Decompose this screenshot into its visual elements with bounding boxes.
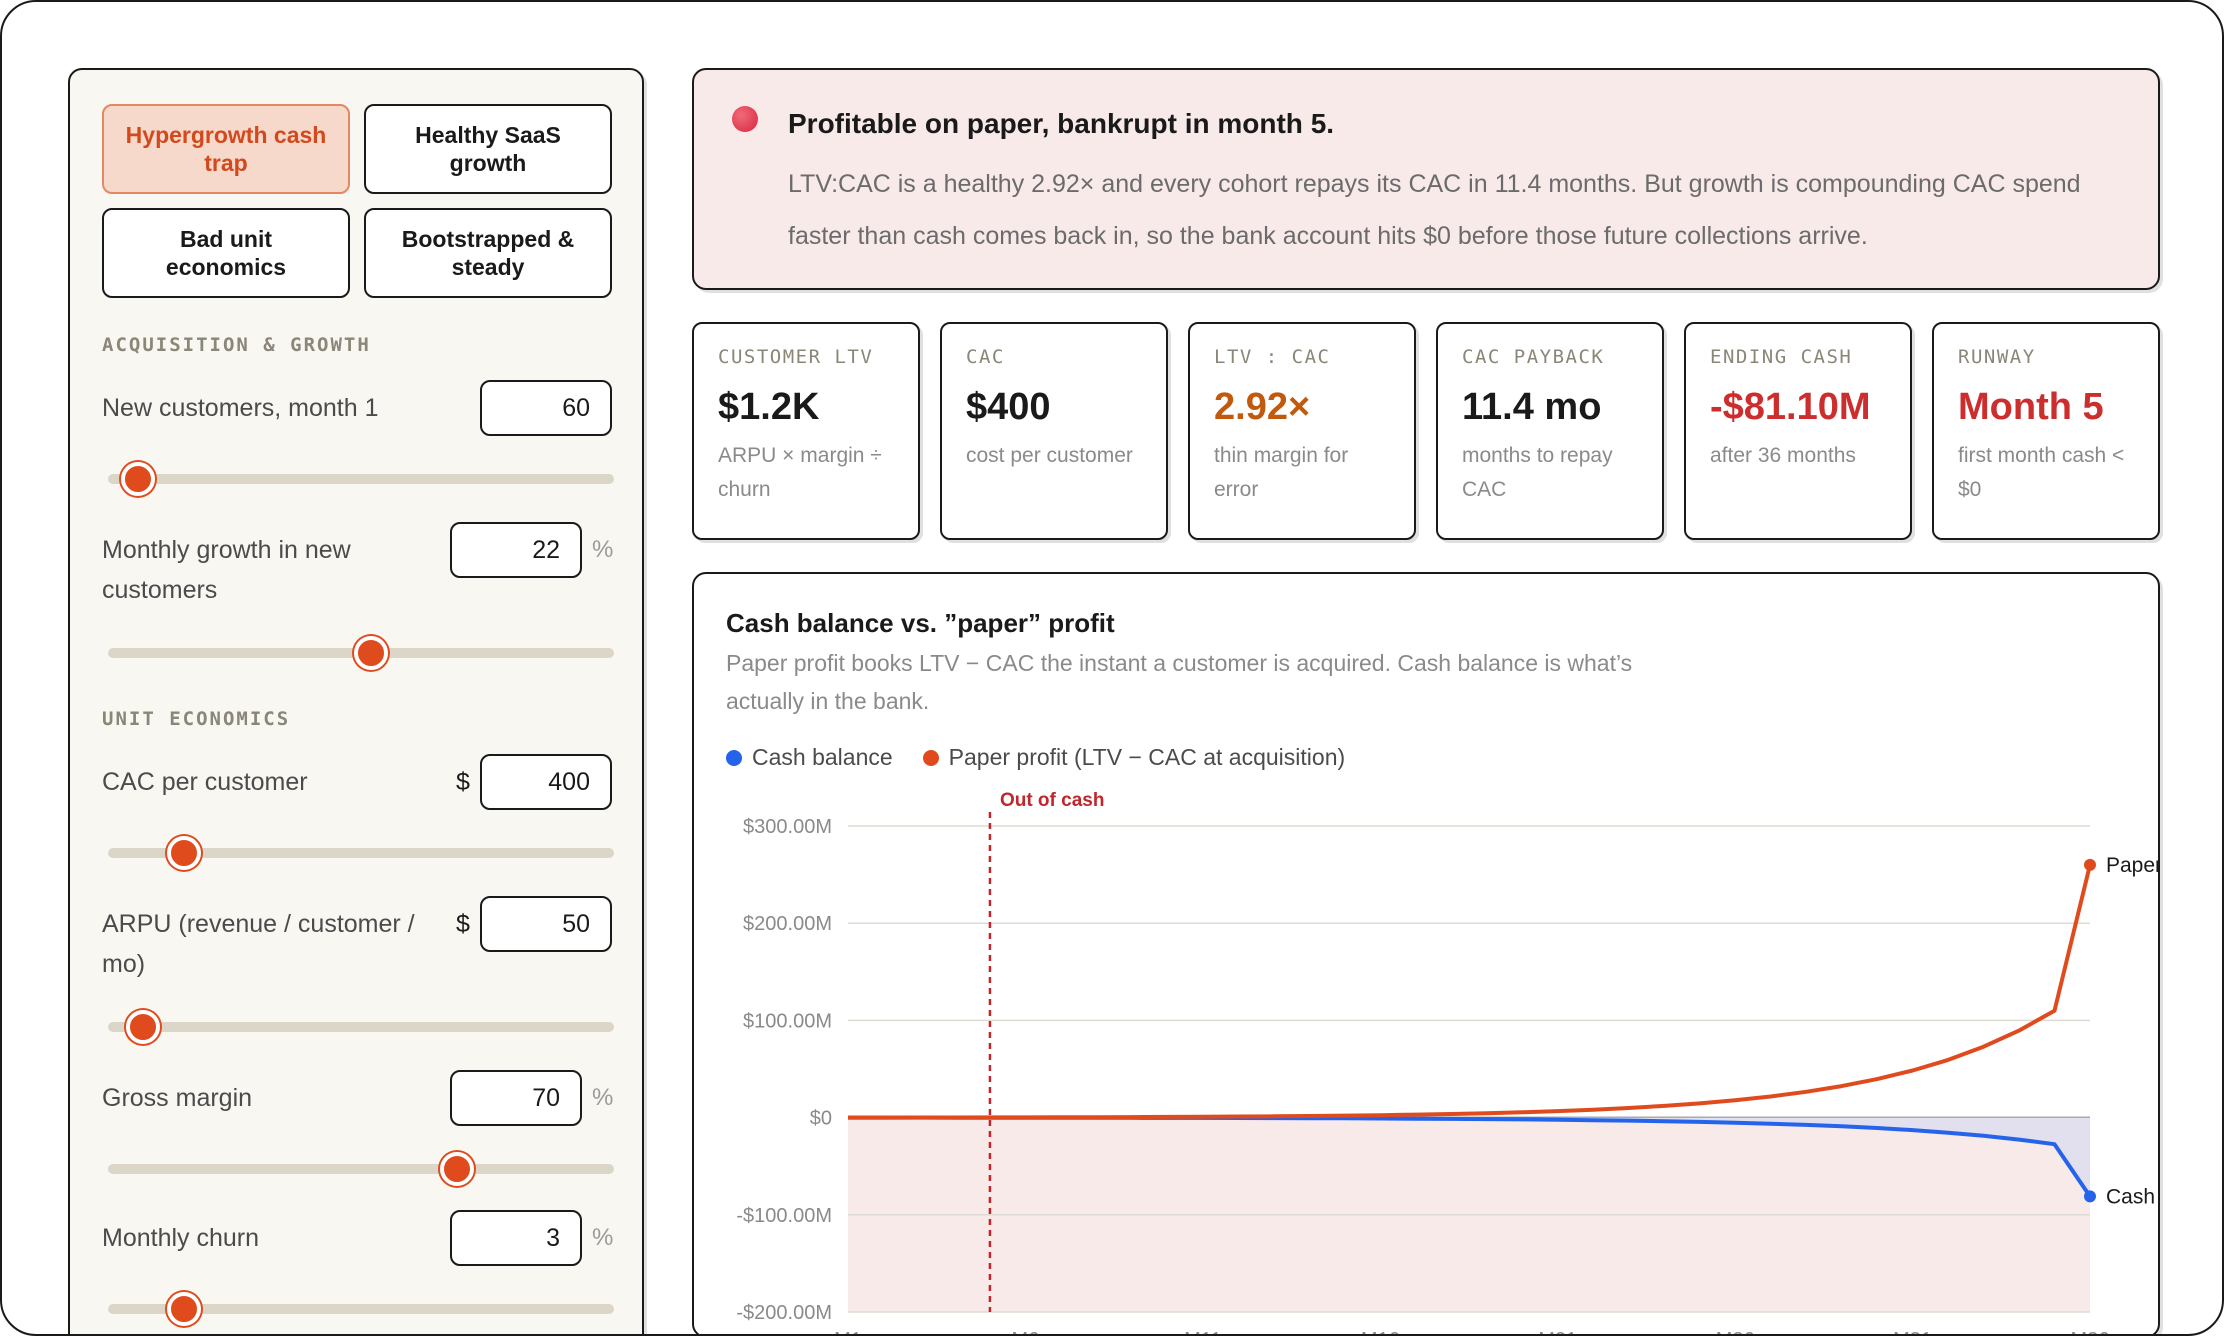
gross-margin-unit: % bbox=[592, 1084, 614, 1111]
controls-panel: Hypergrowth cash trap Healthy SaaS growt… bbox=[68, 68, 644, 1334]
legend-label-paper: Paper profit (LTV − CAC at acquisition) bbox=[948, 744, 1346, 770]
churn-input[interactable]: 3 bbox=[450, 1210, 582, 1266]
gross-margin-slider[interactable] bbox=[108, 1152, 614, 1186]
chart-card: Cash balance vs. ”paper” profit Paper pr… bbox=[692, 572, 2160, 1336]
metric-caption: ARPU × margin ÷ churn bbox=[718, 444, 882, 501]
metric-value: Month 5 bbox=[1958, 386, 2104, 428]
x-tick-label: M16 bbox=[1361, 1329, 1400, 1336]
arpu-input[interactable]: 50 bbox=[480, 896, 612, 952]
gross-margin-input[interactable]: 70 bbox=[450, 1070, 582, 1126]
cac-slider-thumb[interactable] bbox=[166, 836, 201, 870]
y-tick-label: -$200.00M bbox=[736, 1302, 832, 1324]
cac-input[interactable]: 400 bbox=[480, 754, 612, 810]
x-tick-label: M21 bbox=[1538, 1329, 1577, 1336]
legend-item-cash: Cash balance bbox=[726, 744, 893, 771]
metric-caption: months to repay CAC bbox=[1462, 444, 1613, 501]
metric-card-ltv: CUSTOMER LTV $1.2K ARPU × margin ÷ churn bbox=[692, 322, 920, 540]
churn-label: Monthly churn bbox=[102, 1224, 260, 1252]
metric-card-ending-cash: ENDING CASH -$81.10M after 36 months bbox=[1684, 322, 1912, 540]
metric-card-cac: CAC $400 cost per customer bbox=[940, 322, 1168, 540]
out-of-cash-label: Out of cash bbox=[1000, 790, 1105, 811]
paper-profit-line bbox=[848, 864, 2092, 1120]
growth-unit: % bbox=[592, 536, 614, 563]
x-tick-label: M1 bbox=[834, 1329, 862, 1336]
metric-label: CUSTOMER LTV bbox=[718, 346, 874, 368]
metric-caption: thin margin for error bbox=[1214, 444, 1349, 501]
chart-legend: Cash balance Paper profit (LTV − CAC at … bbox=[726, 744, 1345, 771]
legend-swatch-cash bbox=[726, 749, 742, 766]
preset-hypergrowth-button[interactable]: Hypergrowth cash trap bbox=[102, 104, 350, 194]
metric-value: $1.2K bbox=[718, 386, 820, 428]
metric-label: ENDING CASH bbox=[1710, 346, 1853, 368]
growth-input[interactable]: 22 bbox=[450, 522, 582, 578]
x-tick-label: M36 bbox=[2071, 1329, 2110, 1336]
new-customers-slider[interactable] bbox=[108, 462, 614, 496]
alert-indicator-icon bbox=[732, 106, 758, 132]
arpu-slider[interactable] bbox=[108, 1010, 614, 1044]
preset-healthy-saas-button[interactable]: Healthy SaaS growth bbox=[364, 104, 612, 194]
growth-slider[interactable] bbox=[108, 636, 614, 670]
legend-item-paper: Paper profit (LTV − CAC at acquisition) bbox=[922, 744, 1346, 771]
metric-label: CAC PAYBACK bbox=[1462, 346, 1605, 368]
section-acquisition-growth: ACQUISITION & GROWTH bbox=[102, 334, 371, 356]
cash-deficit-area bbox=[848, 1117, 2090, 1197]
arpu-currency: $ bbox=[456, 910, 470, 938]
y-tick-label: -$100.00M bbox=[736, 1205, 832, 1227]
metric-card-cac-payback: CAC PAYBACK 11.4 mo months to repay CAC bbox=[1436, 322, 1664, 540]
cac-label: CAC per customer bbox=[102, 768, 308, 796]
new-customers-label: New customers, month 1 bbox=[102, 394, 379, 422]
metrics-row: CUSTOMER LTV $1.2K ARPU × margin ÷ churn… bbox=[692, 322, 2160, 540]
chart-subtitle: Paper profit books LTV − CAC the instant… bbox=[726, 650, 1633, 714]
metric-caption: cost per customer bbox=[966, 444, 1133, 467]
metric-card-runway: RUNWAY Month 5 first month cash < $0 bbox=[1932, 322, 2160, 540]
metric-value: 2.92× bbox=[1214, 386, 1311, 428]
legend-label-cash: Cash balance bbox=[752, 744, 893, 770]
chart-title: Cash balance vs. ”paper” profit bbox=[726, 608, 1115, 638]
churn-slider[interactable] bbox=[108, 1292, 614, 1326]
metric-card-ltv-cac: LTV : CAC 2.92× thin margin for error bbox=[1188, 322, 1416, 540]
status-alert: Profitable on paper, bankrupt in month 5… bbox=[692, 68, 2160, 290]
growth-slider-thumb[interactable] bbox=[354, 636, 389, 670]
metric-label: LTV : CAC bbox=[1214, 346, 1331, 368]
x-tick-label: M31 bbox=[1893, 1329, 1932, 1336]
cash-balance-end-label: Cash balance bbox=[2106, 1185, 2160, 1208]
metric-value: $400 bbox=[966, 386, 1051, 428]
new-customers-slider-thumb[interactable] bbox=[121, 462, 156, 496]
preset-grid: Hypergrowth cash trap Healthy SaaS growt… bbox=[102, 104, 612, 298]
arpu-label: ARPU (revenue / customer / mo) bbox=[102, 910, 415, 978]
alert-title: Profitable on paper, bankrupt in month 5… bbox=[788, 108, 1335, 139]
alert-body: LTV:CAC is a healthy 2.92× and every coh… bbox=[788, 170, 2081, 250]
preset-bootstrapped-button[interactable]: Bootstrapped & steady bbox=[364, 208, 612, 298]
x-tick-label: M11 bbox=[1184, 1329, 1221, 1336]
metric-caption: after 36 months bbox=[1710, 444, 1856, 467]
cac-currency: $ bbox=[456, 768, 470, 796]
new-customers-input[interactable]: 60 bbox=[480, 380, 612, 436]
metric-label: RUNWAY bbox=[1958, 346, 2036, 368]
gross-margin-label: Gross margin bbox=[102, 1084, 253, 1112]
legend-swatch-paper bbox=[922, 749, 939, 766]
y-tick-label: $300.00M bbox=[743, 816, 832, 838]
section-unit-economics: UNIT ECONOMICS bbox=[102, 708, 291, 730]
paper-profit-endpoint bbox=[2084, 858, 2096, 871]
arpu-slider-thumb[interactable] bbox=[126, 1010, 161, 1044]
metric-value: -$81.10M bbox=[1710, 386, 1871, 428]
cac-slider[interactable] bbox=[108, 836, 614, 870]
y-tick-label: $200.00M bbox=[743, 913, 832, 935]
gross-margin-slider-thumb[interactable] bbox=[440, 1152, 475, 1186]
paper-profit-end-label: Paper profit bbox=[2106, 854, 2160, 877]
chart-plot: $300.00M $200.00M $100.00M $0 -$100.00M -$200… bbox=[736, 790, 2160, 1336]
churn-slider-thumb[interactable] bbox=[166, 1292, 201, 1326]
metric-value: 11.4 mo bbox=[1462, 386, 1602, 428]
cash-balance-endpoint bbox=[2084, 1190, 2096, 1203]
metric-caption: first month cash < $0 bbox=[1958, 444, 2125, 501]
x-tick-label: M26 bbox=[1716, 1329, 1755, 1336]
metric-label: CAC bbox=[966, 346, 1005, 368]
churn-unit: % bbox=[592, 1224, 614, 1251]
growth-label: Monthly growth in new customers bbox=[102, 536, 351, 604]
preset-bad-unit-economics-button[interactable]: Bad unit economics bbox=[102, 208, 350, 298]
x-tick-label: M6 bbox=[1012, 1329, 1040, 1336]
y-tick-label: $100.00M bbox=[743, 1010, 832, 1032]
y-tick-label: $0 bbox=[810, 1108, 832, 1130]
